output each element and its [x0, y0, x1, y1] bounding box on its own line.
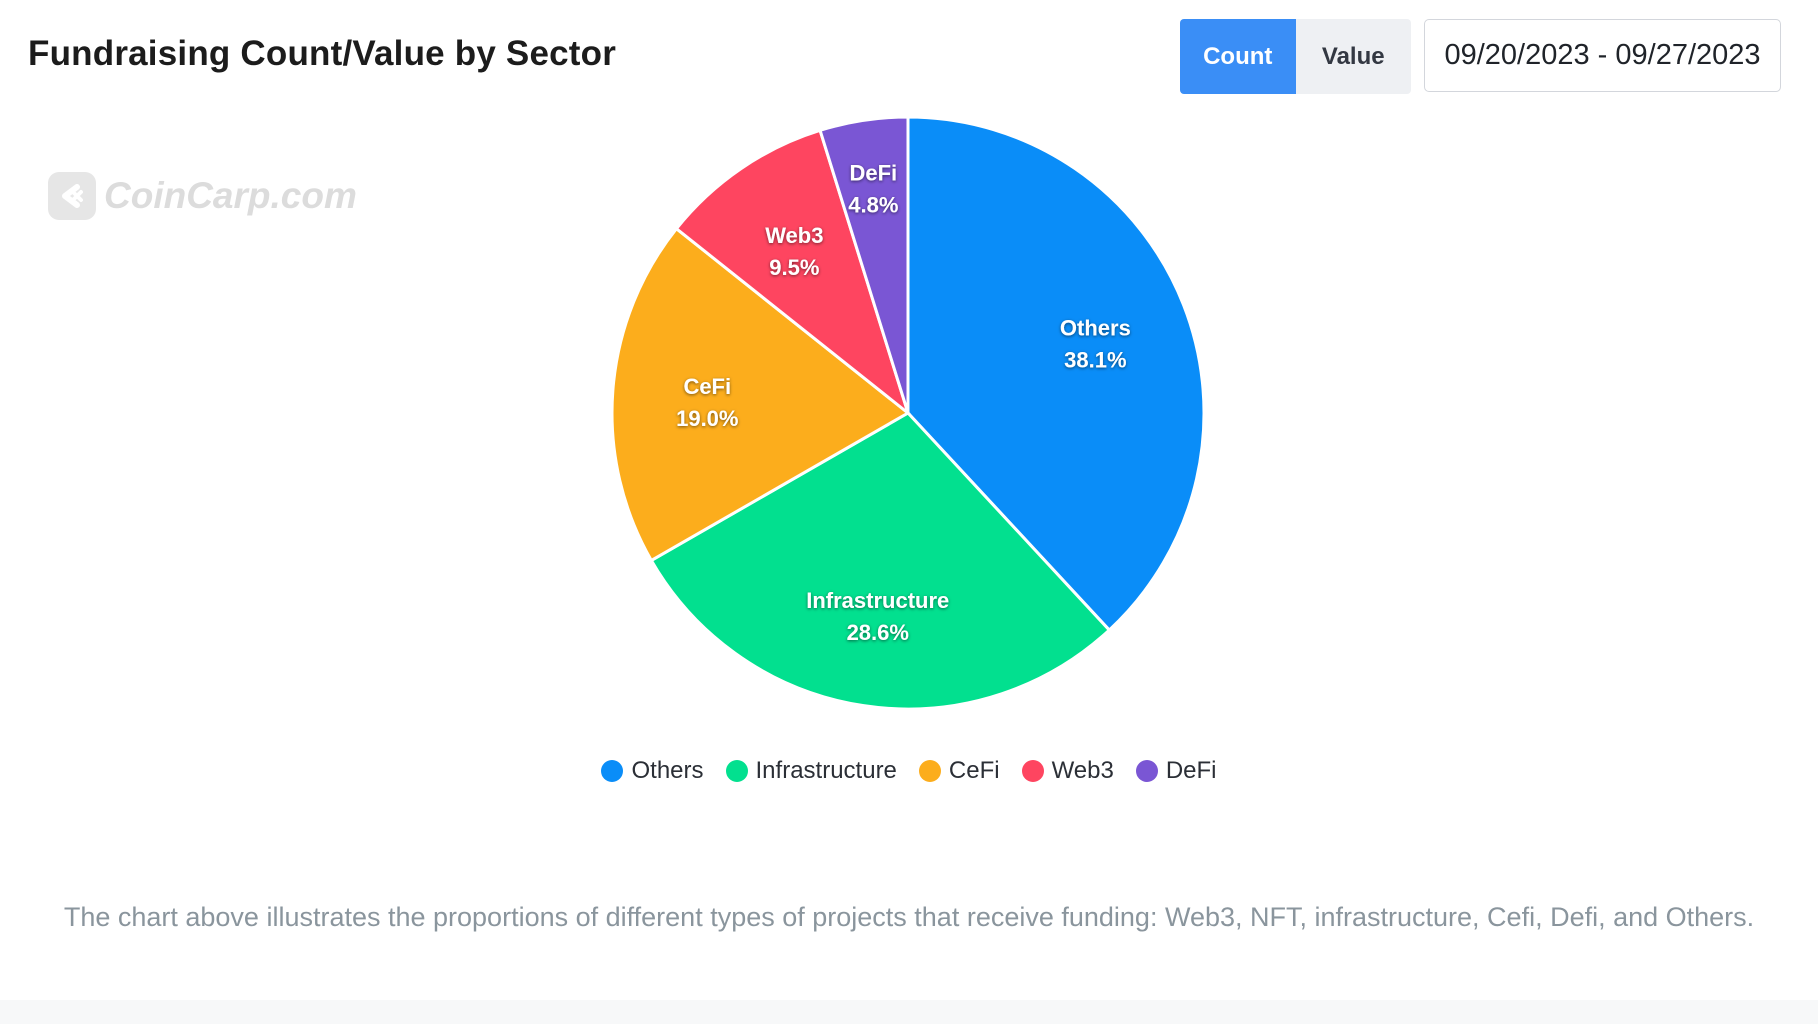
legend-label: DeFi — [1165, 757, 1217, 784]
legend-item-cefi[interactable]: CeFi — [918, 757, 1000, 785]
slice-label-cefi: CeFi — [683, 374, 731, 399]
date-range-picker[interactable]: 09/20/2023 - 09/27/2023 — [1424, 19, 1781, 92]
slice-percent-cefi: 19.0% — [676, 406, 738, 431]
watermark: CoinCarp.com — [48, 172, 357, 220]
page-title: Fundraising Count/Value by Sector — [28, 34, 617, 73]
count-button[interactable]: Count — [1180, 19, 1296, 94]
legend-item-defi[interactable]: DeFi — [1135, 757, 1217, 785]
slice-percent-defi: 4.8% — [848, 193, 898, 218]
bottom-strip — [0, 1000, 1818, 1024]
pie-slice-infrastructure[interactable] — [649, 411, 1112, 711]
chart-caption: The chart above illustrates the proporti… — [63, 902, 1755, 932]
watermark-text: CoinCarp.com — [104, 175, 357, 216]
legend-label: Infrastructure — [755, 757, 897, 784]
legend-dot-icon — [918, 760, 941, 782]
pie-slice-others[interactable] — [906, 115, 1206, 633]
pie-slice-web3[interactable] — [674, 128, 911, 418]
slice-percent-web3: 9.5% — [769, 255, 819, 280]
pie-chart: Others 38.1% Infrastructure 28.6% CeFi 19.0% W… — [610, 115, 1206, 711]
legend-label: CeFi — [948, 757, 1000, 784]
coincarp-logo-icon — [48, 172, 96, 220]
pie-slice-defi[interactable] — [818, 115, 910, 414]
count-value-toggle: Count Value — [1180, 19, 1411, 94]
legend-item-others[interactable]: Others — [601, 757, 704, 785]
slice-percent-infrastructure: 28.6% — [847, 620, 909, 645]
slice-label-others: Others — [1060, 315, 1131, 340]
legend-label: Others — [631, 757, 704, 784]
legend-item-web3[interactable]: Web3 — [1021, 757, 1114, 785]
chart-legend: Others Infrastructure CeFi Web3 DeFi — [0, 757, 1818, 785]
slice-label-web3: Web3 — [765, 223, 823, 248]
pie-slice-cefi[interactable] — [610, 226, 911, 563]
legend-label: Web3 — [1051, 757, 1114, 784]
slice-label-infrastructure: Infrastructure — [806, 588, 949, 613]
slice-percent-others: 38.1% — [1064, 347, 1126, 372]
legend-dot-icon — [601, 760, 624, 782]
legend-dot-icon — [1021, 760, 1044, 782]
legend-item-infrastructure[interactable]: Infrastructure — [725, 757, 897, 785]
legend-dot-icon — [1135, 760, 1158, 782]
legend-dot-icon — [725, 760, 748, 782]
value-button[interactable]: Value — [1295, 19, 1411, 94]
slice-label-defi: DeFi — [849, 161, 897, 186]
